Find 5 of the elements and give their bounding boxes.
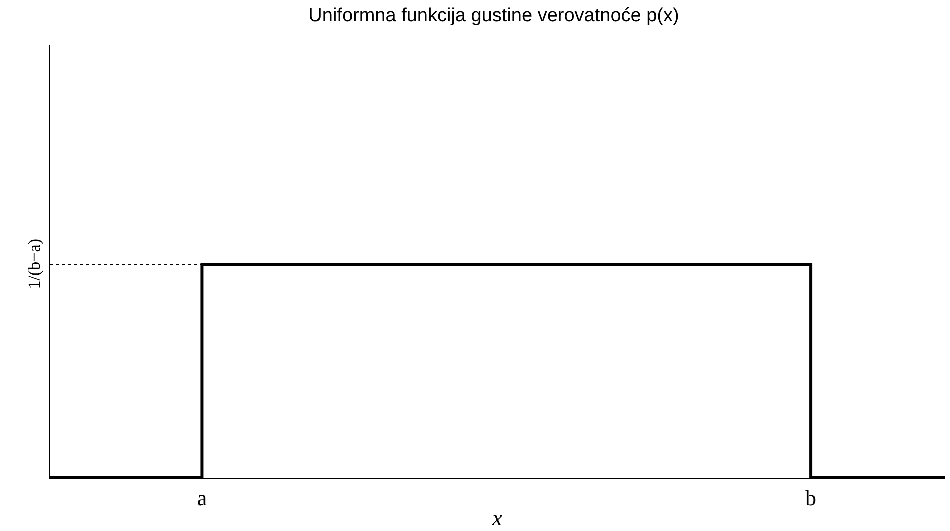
x-axis-title: x [492, 505, 503, 530]
x-tick-label: b [806, 485, 817, 510]
x-tick-label: a [197, 485, 208, 510]
chart-title: Uniformna funkcija gustine verovatnoće p(x) [308, 5, 680, 26]
ref-line-label: 1/(b−a) [24, 239, 44, 290]
